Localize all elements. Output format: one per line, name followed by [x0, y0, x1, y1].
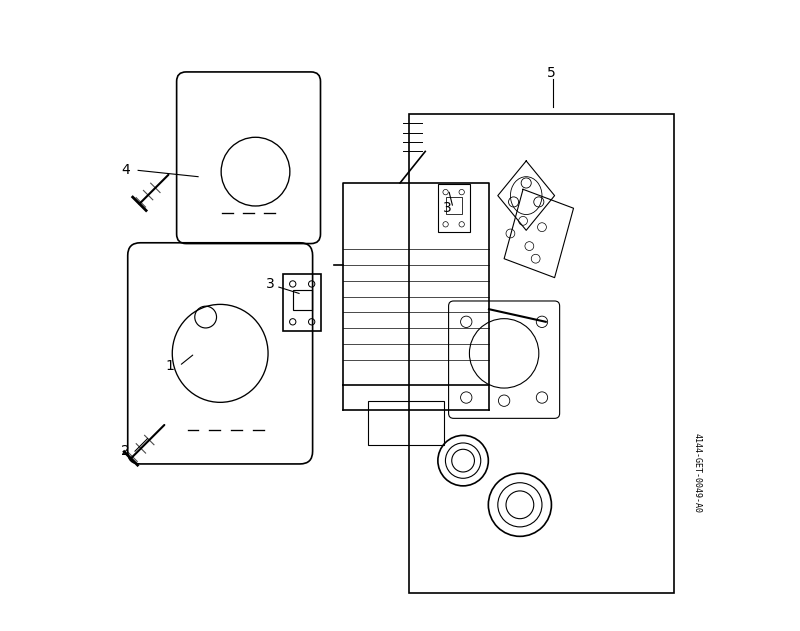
Text: 1: 1 — [166, 359, 174, 373]
Text: 4: 4 — [121, 163, 130, 177]
Text: 3: 3 — [443, 201, 452, 215]
Bar — [410, 114, 674, 593]
Text: 3: 3 — [266, 277, 275, 291]
Text: 2: 2 — [121, 444, 130, 458]
Text: 4144-GET-0049-A0: 4144-GET-0049-A0 — [692, 433, 701, 513]
Bar — [293, 290, 312, 310]
Bar — [369, 401, 444, 445]
Bar — [438, 184, 470, 232]
Bar — [446, 197, 462, 214]
Text: 5: 5 — [547, 66, 556, 80]
Bar — [283, 274, 321, 331]
